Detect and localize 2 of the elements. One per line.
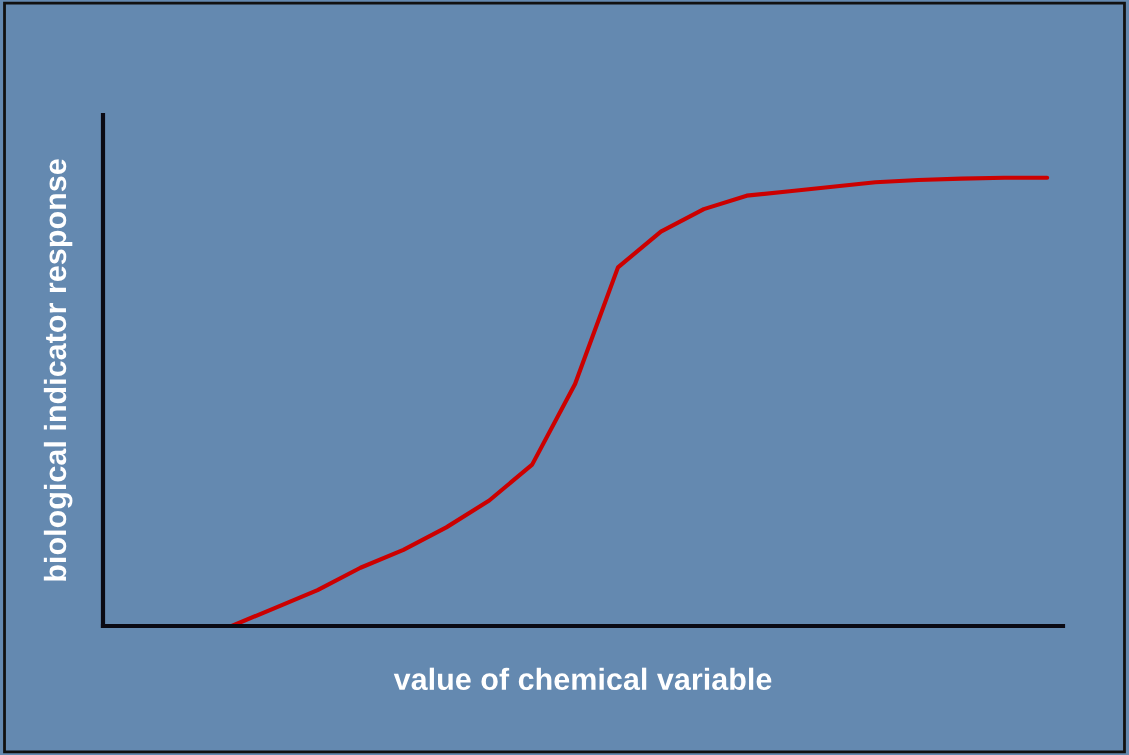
y-axis-title: biological indicator response — [43, 159, 73, 581]
x-axis-title: value of chemical variable — [393, 667, 772, 691]
